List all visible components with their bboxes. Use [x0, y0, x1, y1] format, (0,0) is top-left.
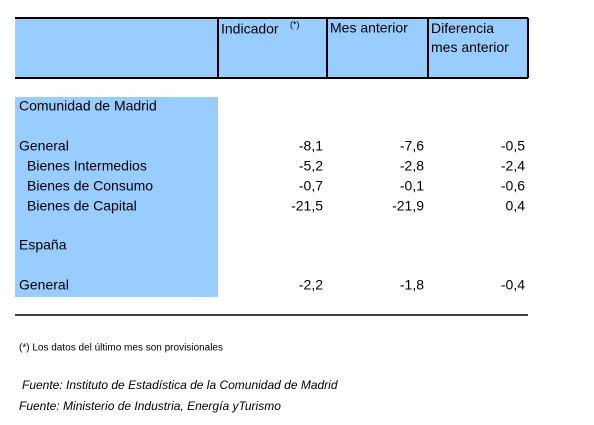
row-label: General [19, 277, 69, 293]
cell-value: -0,4 [501, 277, 525, 293]
cell-value: -1,8 [400, 277, 424, 293]
cell-value: -2,2 [299, 277, 323, 293]
cell-value: -5,2 [299, 158, 323, 174]
column-header: Mes anterior [330, 20, 408, 36]
cell-value: -21,9 [392, 198, 424, 214]
row-label: Bienes de Capital [27, 198, 137, 214]
cell-value: -2,8 [400, 158, 424, 174]
row-label: España [19, 237, 67, 253]
column-header: Diferencia mes anterior [431, 20, 509, 55]
header-borders [15, 17, 529, 79]
source: Fuente: Ministerio de Industria, Energía… [19, 399, 281, 413]
row-label: General [19, 138, 69, 154]
cell-value: -21,5 [291, 198, 323, 214]
cell-value: -0,6 [501, 178, 525, 194]
note-mark: (*) [290, 19, 300, 29]
row-label: Bienes Intermedios [27, 158, 147, 174]
cell-value: -0,5 [501, 138, 525, 154]
cell-value: -2,4 [501, 158, 525, 174]
cell-value: -0,7 [299, 178, 323, 194]
cell-value: -0,1 [400, 178, 424, 194]
label-column-background [15, 97, 218, 297]
source: Fuente: Instituto de Estadística de la C… [22, 378, 338, 392]
cell-value: -8,1 [299, 138, 323, 154]
cell-value: 0,4 [506, 198, 526, 214]
header-background [15, 18, 528, 78]
column-header: Indicador [221, 21, 279, 37]
cell-value: -7,6 [400, 138, 424, 154]
row-label: Bienes de Consumo [27, 178, 153, 194]
footnote: (*) Los datos del último mes son provisi… [19, 343, 223, 354]
row-label: Comunidad de Madrid [19, 98, 157, 114]
